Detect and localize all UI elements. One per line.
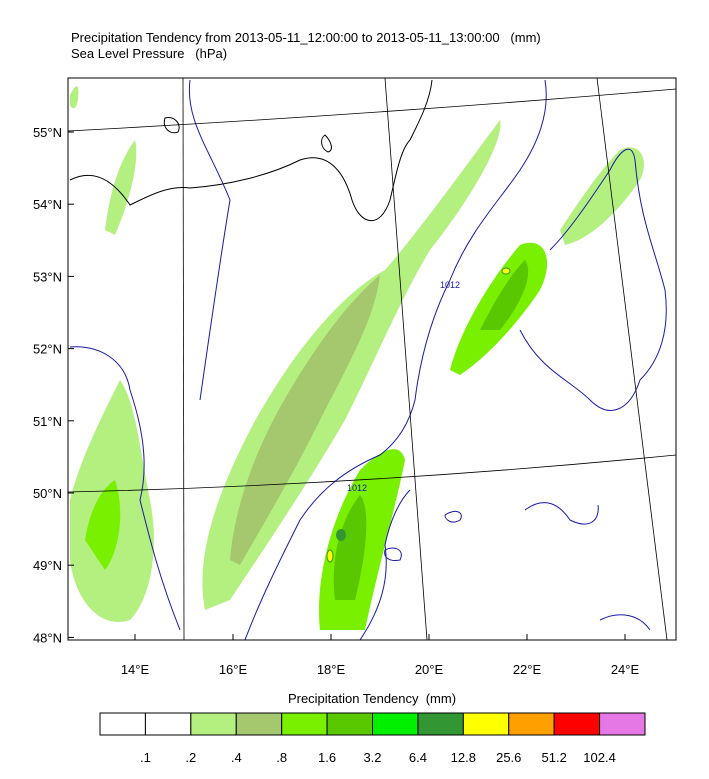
precip-area — [501, 267, 511, 275]
contour-label: 1012 — [440, 280, 460, 290]
precip-area — [333, 495, 367, 600]
map-frame — [67, 77, 677, 641]
colorbar-label: 3.2 — [363, 750, 381, 765]
colorbar-label: 25.6 — [496, 750, 521, 765]
subtitle: Sea Level Pressure (hPa) — [71, 46, 227, 61]
colorbar-box — [235, 712, 283, 736]
contour-label: 1012 — [347, 483, 367, 493]
colorbar-box — [508, 712, 555, 736]
colorbar-label: 12.8 — [451, 750, 476, 765]
precip-area — [480, 260, 529, 330]
colorbar-label: .1 — [140, 750, 151, 765]
colorbar-box — [599, 712, 646, 736]
colorbar-label: 6.4 — [409, 750, 427, 765]
lat-label: 52°N — [33, 342, 62, 357]
graticule — [67, 77, 677, 641]
lon-label: 14°E — [121, 662, 150, 677]
pressure-contour — [69, 79, 667, 641]
colorbar-box — [190, 712, 237, 736]
lon-label: 24°E — [611, 662, 640, 677]
colorbar-label: .2 — [185, 750, 196, 765]
colorbar-box — [281, 712, 328, 736]
precip-area — [70, 86, 79, 109]
lat-label: 50°N — [33, 486, 62, 501]
colorbar-label: 102.4 — [583, 750, 616, 765]
lon-label: 20°E — [415, 662, 444, 677]
colorbar-label: .8 — [276, 750, 287, 765]
colorbar-label: 51.2 — [542, 750, 567, 765]
precip-area — [230, 275, 380, 565]
precip-area — [105, 140, 137, 235]
precip-area — [85, 480, 121, 570]
map-axes: 55°N 54°N 53°N 52°N 51°N 50°N 49°N 48°N 14°E 16°E… — [33, 125, 640, 677]
precip-area — [326, 549, 334, 563]
precip-area — [560, 147, 644, 245]
colorbar-box — [144, 712, 192, 736]
precipitation-field — [70, 86, 644, 630]
lat-label: 54°N — [33, 197, 62, 212]
colorbar-box — [326, 712, 374, 736]
colorbar-label: .4 — [231, 750, 242, 765]
title: Precipitation Tendency from 2013-05-11_1… — [71, 30, 541, 45]
colorbar-box — [462, 712, 510, 736]
colorbar: .1 .2 .4 .8 1.6 3.2 6.4 12.8 25.6 51.2 102.4 — [99, 712, 646, 765]
colorbar-box — [372, 712, 419, 736]
lat-label: 51°N — [33, 414, 62, 429]
colorbar-box — [553, 712, 601, 736]
colorbar-box — [417, 712, 464, 736]
lat-label: 48°N — [33, 630, 62, 645]
lat-label: 55°N — [33, 125, 62, 140]
colorbar-title: Precipitation Tendency (mm) — [288, 691, 456, 706]
lon-label: 18°E — [317, 662, 346, 677]
lon-label: 22°E — [513, 662, 542, 677]
precip-area — [336, 529, 346, 541]
lon-label: 16°E — [219, 662, 248, 677]
colorbar-box — [99, 712, 146, 736]
colorbar-label: 1.6 — [318, 750, 336, 765]
lat-label: 53°N — [33, 269, 62, 284]
lat-label: 49°N — [33, 558, 62, 573]
